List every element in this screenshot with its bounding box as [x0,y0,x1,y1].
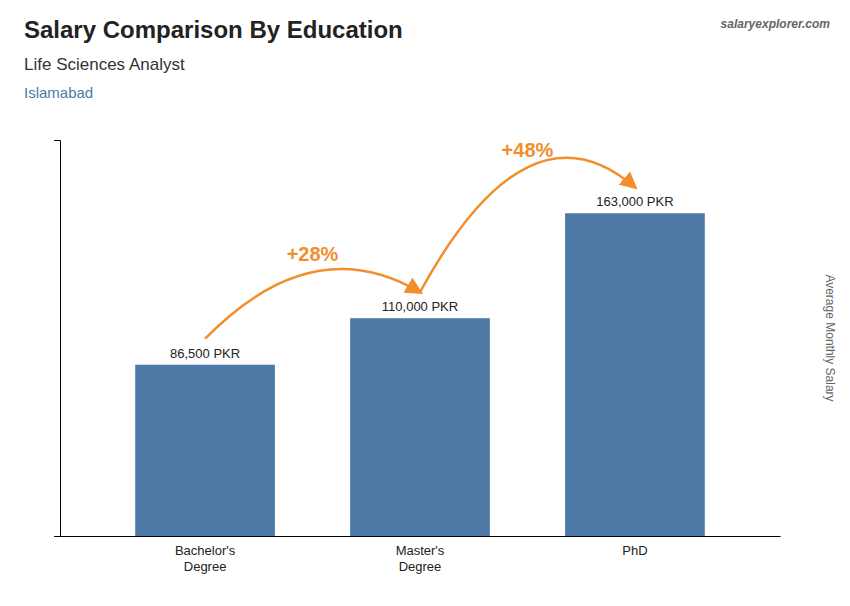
x-tick: Master'sDegree [396,536,445,574]
change-arrow [420,158,635,292]
x-tick-label-line: PhD [622,543,647,558]
watermark: salaryexplorer.com [721,17,831,31]
title: Salary Comparison By Education [24,16,403,43]
y-axis-line [54,141,61,537]
x-tick: Bachelor'sDegree [175,536,236,574]
annotations: +28% +48% [205,139,635,339]
x-tick-label-line: Degree [399,559,442,574]
x-tick-label-line: Bachelor's [175,543,236,558]
x-tick: PhD [622,536,647,558]
x-tick-label-line: Master's [396,543,445,558]
bar [350,318,490,536]
plot-area [135,213,705,536]
change-arrow [205,269,420,339]
value-label: 110,000 PKR [382,299,458,314]
data-labels: 86,500 PKR 110,000 PKR 163,000 PKR [170,194,674,360]
x-axis-line [61,536,781,537]
x-tick-label: Master'sDegree [396,543,445,574]
x-tick-label: Bachelor'sDegree [175,543,236,574]
bar [135,365,275,536]
value-label: 86,500 PKR [170,346,240,361]
y-axis [54,141,61,537]
x-tick-label: PhD [622,543,647,558]
y-axis-title: Average Monthly Salary [823,274,837,401]
chart-svg: Salary Comparison By Education Life Scien… [0,0,850,606]
change-label: +28% [287,243,339,265]
value-label: 163,000 PKR [596,194,673,209]
bar [565,213,705,536]
change-label: +48% [502,139,554,161]
x-tick-label-line: Degree [184,559,227,574]
subtitle: Life Sciences Analyst [24,55,185,74]
x-axis: Bachelor'sDegreeMaster'sDegreePhD [61,536,781,574]
location: Islamabad [24,84,93,101]
